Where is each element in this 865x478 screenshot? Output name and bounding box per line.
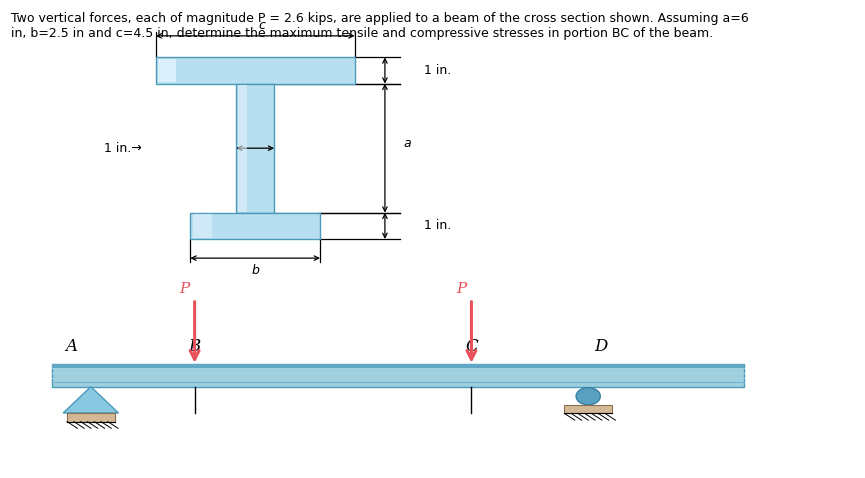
Text: 1 in.: 1 in. [424, 219, 452, 232]
Bar [67, 413, 114, 422]
Text: c: c [259, 19, 266, 32]
Polygon shape [63, 387, 119, 413]
Bar [238, 85, 247, 212]
Bar [52, 364, 744, 387]
Text: A: A [65, 338, 77, 355]
Text: D: D [594, 338, 608, 355]
Text: P: P [456, 282, 466, 296]
Ellipse shape [576, 388, 600, 405]
Bar [52, 364, 744, 368]
Text: 1 in.: 1 in. [424, 64, 452, 77]
Text: b: b [251, 263, 260, 277]
Text: P: P [179, 282, 189, 296]
Bar [565, 405, 612, 413]
Text: a: a [404, 137, 412, 150]
FancyBboxPatch shape [156, 57, 355, 84]
Text: Two vertical forces, each of magnitude P = 2.6 kips, are applied to a beam of th: Two vertical forces, each of magnitude P… [11, 12, 749, 40]
Bar [193, 214, 213, 238]
Text: 1 in.→: 1 in.→ [104, 141, 142, 155]
Bar [158, 59, 176, 82]
Bar [190, 213, 320, 239]
Text: C: C [465, 338, 477, 355]
Bar [236, 84, 274, 213]
Text: B: B [189, 338, 201, 355]
